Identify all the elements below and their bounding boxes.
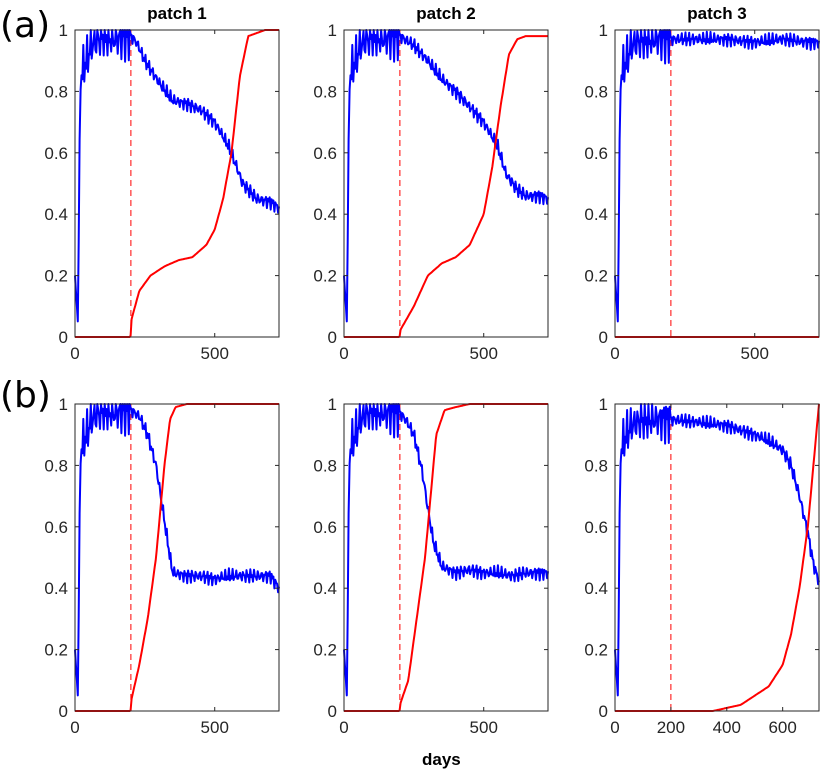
panel-a-1-ytick-label-2: 0.4	[44, 205, 68, 224]
panel-a-2-ytick-label-5: 1	[328, 21, 337, 40]
panel-a-1-ytick-label-5: 1	[59, 21, 68, 40]
panel-b-3-series-blue	[614, 403, 820, 697]
panel-b-1: 0 0.2 0.4 0.6 0.8 1 0 500	[44, 395, 280, 737]
panel-a-3-xtick-label-0: 0	[610, 344, 619, 363]
panel-b-3-axes-box	[614, 403, 820, 712]
panel-b-1-xtick-label-0: 0	[70, 718, 79, 737]
panel-a-1-ytick-label-3: 0.6	[44, 144, 68, 163]
panel-b-1-ytick-label-1: 0.2	[44, 641, 68, 660]
panel-a-3-axes-box	[614, 29, 820, 338]
panel-b-3-series-red	[614, 403, 820, 712]
panel-b-1-xtick-label-1: 500	[201, 718, 229, 737]
panel-b-2-ytick-label-5: 1	[328, 395, 337, 414]
panel-b-3-ytick-label-0: 0	[599, 702, 608, 721]
panel-b-1-ytick-label-2: 0.4	[44, 579, 68, 598]
panel-b-1-ytick-label-0: 0	[59, 702, 68, 721]
panel-a-2-xtick-label-1: 500	[470, 344, 498, 363]
panel-b-1-series-red	[74, 403, 280, 712]
panel-a-3-series-blue	[614, 29, 820, 323]
panel-a-2-axes-box	[343, 29, 549, 338]
panel-b-3-xtick-label-3: 600	[768, 718, 796, 737]
panel-a-1-series-blue	[74, 29, 280, 323]
panel-a-1: 0 0.2 0.4 0.6 0.8 1 0 500	[44, 21, 280, 363]
row-label-a: (a)	[0, 5, 51, 46]
panel-b-1-ytick-label-4: 0.8	[44, 456, 68, 475]
panel-a-3-ytick-label-2: 0.4	[584, 205, 608, 224]
panel-a-2: 0 0.2 0.4 0.6 0.8 1 0 500	[313, 21, 549, 363]
panel-b-2-xtick-label-0: 0	[339, 718, 348, 737]
panel-b-3-ytick-label-5: 1	[599, 395, 608, 414]
panel-a-1-xtick-label-0: 0	[70, 344, 79, 363]
panel-a-1-axes-box	[74, 29, 280, 338]
panel-b-2-ytick-label-4: 0.8	[313, 456, 337, 475]
panel-a-3-ytick-label-0: 0	[599, 328, 608, 347]
panel-b-1-axes-box	[74, 403, 280, 712]
panel-b-2-ytick-label-0: 0	[328, 702, 337, 721]
panel-b-2-xtick-label-1: 500	[470, 718, 498, 737]
panel-a-2-ytick-label-0: 0	[328, 328, 337, 347]
x-axis-label-days: days	[422, 750, 461, 769]
panel-b-2: 0 0.2 0.4 0.6 0.8 1 0 500	[313, 395, 549, 737]
panel-a-2-xtick-label-0: 0	[339, 344, 348, 363]
panel-a-1-ytick-label-1: 0.2	[44, 267, 68, 286]
panel-b-2-ytick-label-2: 0.4	[313, 579, 337, 598]
panel-b-1-ytick-label-5: 1	[59, 395, 68, 414]
panel-a-3: 0 0.2 0.4 0.6 0.8 1 0 500	[584, 21, 820, 363]
panel-b-2-ytick-label-3: 0.6	[313, 518, 337, 537]
panel-b-2-series-red	[343, 403, 549, 712]
panel-b-3-xtick-label-1: 200	[657, 718, 685, 737]
panel-a-1-ytick-label-0: 0	[59, 328, 68, 347]
panel-a-3-xtick-label-1: 500	[741, 344, 769, 363]
panel-a-2-series-blue	[343, 29, 549, 323]
panel-a-2-ytick-label-1: 0.2	[313, 267, 337, 286]
panel-b-3: 0 0.2 0.4 0.6 0.8 1 0 200 400 600	[584, 395, 820, 737]
col-title-patch-3: patch 3	[687, 4, 747, 23]
panel-b-3-ytick-label-1: 0.2	[584, 641, 608, 660]
panel-b-3-ytick-label-3: 0.6	[584, 518, 608, 537]
panel-a-1-ytick-label-4: 0.8	[44, 82, 68, 101]
panel-a-3-ytick-label-5: 1	[599, 21, 608, 40]
panel-a-3-ytick-label-1: 0.2	[584, 267, 608, 286]
panel-b-3-xtick-label-2: 400	[713, 718, 741, 737]
panel-a-2-ytick-label-3: 0.6	[313, 144, 337, 163]
panel-b-2-ytick-label-1: 0.2	[313, 641, 337, 660]
panel-a-1-xtick-label-1: 500	[201, 344, 229, 363]
panel-b-1-series-blue	[74, 403, 280, 697]
panel-a-3-ytick-label-3: 0.6	[584, 144, 608, 163]
panel-b-2-series-blue	[343, 403, 549, 697]
panel-b-2-axes-box	[343, 403, 549, 712]
row-label-b: (b)	[0, 375, 51, 416]
panel-b-3-ytick-label-2: 0.4	[584, 579, 608, 598]
panel-a-3-ytick-label-4: 0.8	[584, 82, 608, 101]
col-title-patch-2: patch 2	[416, 4, 476, 23]
panel-a-2-ytick-label-2: 0.4	[313, 205, 337, 224]
panel-b-3-ytick-label-4: 0.8	[584, 456, 608, 475]
panel-b-1-ytick-label-3: 0.6	[44, 518, 68, 537]
panel-b-3-xtick-label-0: 0	[610, 718, 619, 737]
panel-a-1-series-red	[74, 29, 280, 338]
col-title-patch-1: patch 1	[147, 4, 207, 23]
panel-a-2-ytick-label-4: 0.8	[313, 82, 337, 101]
